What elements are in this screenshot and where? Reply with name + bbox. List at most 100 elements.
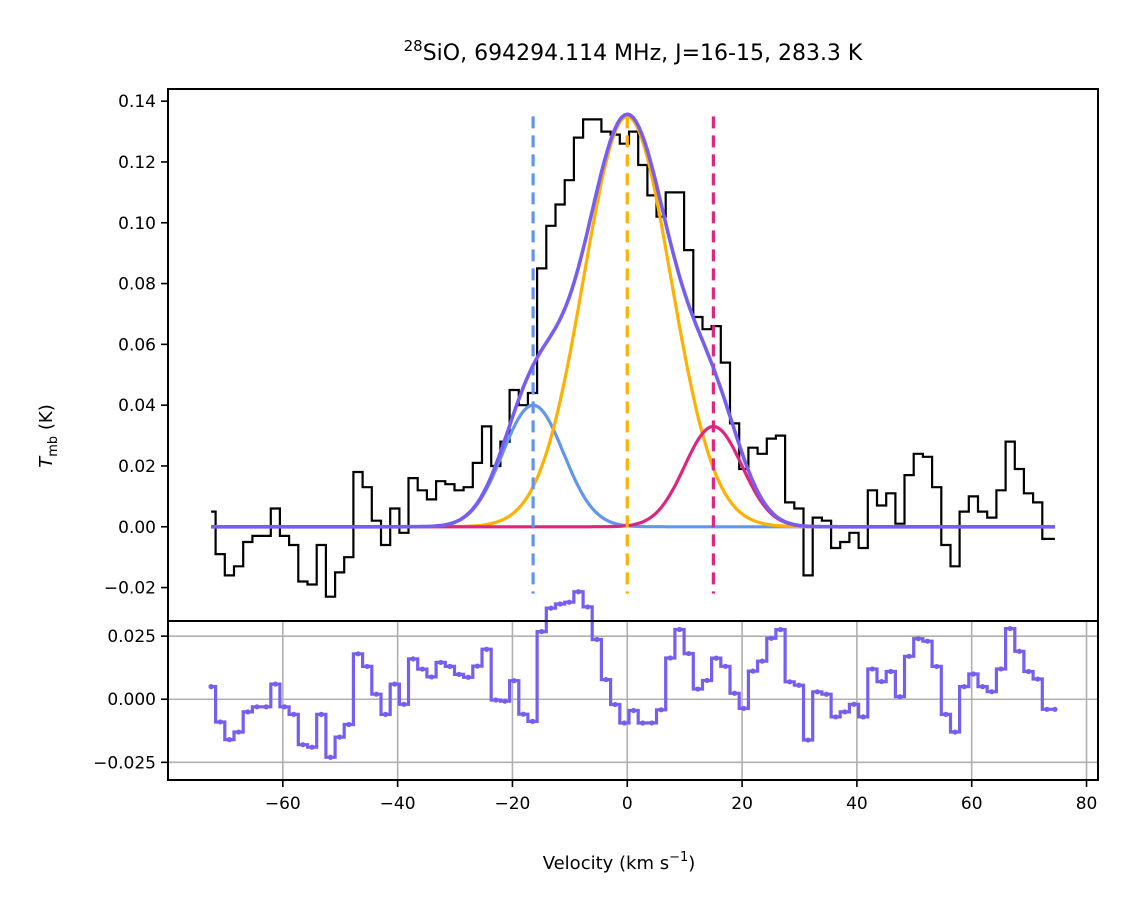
- x-tick-label: 20: [731, 794, 753, 814]
- residual-point: [897, 694, 903, 700]
- residual-point: [245, 709, 251, 715]
- residual-point: [630, 707, 637, 714]
- residual-point: [915, 636, 921, 642]
- residual-point: [373, 691, 379, 697]
- residual-point: [419, 666, 425, 672]
- residual-point: [612, 701, 618, 708]
- y-tick-label: 0.025: [107, 627, 156, 647]
- residual-point: [1035, 676, 1041, 682]
- chart-title: 28SiO, 694294.114 MHz, J=16-15, 283.3 K: [404, 37, 863, 66]
- residual-point: [493, 697, 499, 703]
- residual-point: [254, 704, 260, 710]
- residual-point: [805, 737, 811, 743]
- residual-point: [649, 720, 655, 726]
- residual-point: [575, 589, 582, 595]
- total-fit-curve: [211, 112, 1055, 529]
- residual-panel: −0.025 0.000 0.025 −60 −40 −20 0 20 40 60 80: [93, 589, 1099, 814]
- residual-point: [208, 684, 214, 690]
- residual-point: [474, 663, 481, 669]
- y-tick-label: 0.04: [118, 396, 156, 416]
- residual-point: [447, 663, 453, 669]
- residual-point: [667, 655, 673, 661]
- component-blue-curve: [211, 403, 1055, 529]
- residual-point: [337, 734, 343, 740]
- residual-point: [438, 659, 444, 666]
- residual-point: [603, 676, 609, 683]
- residual-point: [759, 658, 765, 664]
- y-tick-label: 0.10: [118, 214, 156, 234]
- y-tick-label: 0.000: [107, 690, 156, 710]
- residual-point: [291, 711, 297, 717]
- residual-point: [382, 711, 389, 717]
- residual-point: [888, 668, 894, 675]
- residual-point: [851, 701, 857, 707]
- x-axis-label: Velocity (km s−1): [543, 850, 696, 874]
- residual-point: [511, 678, 517, 684]
- title-isotope-superscript: 28: [404, 37, 423, 55]
- residual-point: [943, 711, 949, 717]
- residual-point: [823, 691, 830, 697]
- y-tick-label: 0.00: [118, 518, 156, 538]
- residual-point: [566, 599, 572, 605]
- residual-point: [346, 721, 352, 728]
- residual-point: [842, 709, 848, 715]
- y-tick-label: 0.06: [118, 335, 156, 355]
- spectrum-panel: −0.02 0.00 0.02 0.04 0.06 0.08 0.10 0.12 0.14: [104, 88, 1099, 622]
- residual-point: [364, 663, 370, 670]
- residual-point: [741, 705, 747, 711]
- x-tick-label: 60: [961, 794, 983, 814]
- residual-point: [658, 707, 664, 713]
- y-tick-label: 0.08: [118, 275, 156, 295]
- x-tick-label: −20: [494, 794, 530, 814]
- residual-point: [529, 718, 536, 725]
- residual-point: [1025, 668, 1032, 675]
- residual-point: [833, 714, 839, 720]
- residual-point: [750, 668, 756, 674]
- residual-point: [878, 678, 885, 685]
- residual-point: [998, 666, 1004, 672]
- residual-point: [236, 729, 242, 735]
- residual-point: [768, 635, 774, 641]
- x-tick-label: 80: [1076, 794, 1098, 814]
- bottom-axes-frame: [167, 620, 1099, 781]
- residual-point: [557, 601, 563, 607]
- residual-point: [952, 729, 958, 735]
- x-tick-label: −60: [265, 794, 301, 814]
- residual-point: [722, 663, 729, 669]
- residual-point: [860, 714, 866, 720]
- residual-point: [732, 690, 738, 696]
- residual-point: [1007, 625, 1013, 632]
- residual-point: [961, 684, 967, 690]
- residual-point: [217, 719, 223, 725]
- residual-point: [309, 744, 315, 750]
- residual-point: [640, 720, 646, 726]
- residual-point: [300, 742, 306, 748]
- y-tick-label: 0.02: [118, 457, 156, 477]
- x-tick-label: −40: [380, 794, 416, 814]
- residual-point: [465, 674, 471, 680]
- residual-point: [355, 651, 361, 657]
- residual-point: [869, 666, 875, 672]
- residual-point: [695, 686, 701, 692]
- residual-point: [970, 671, 977, 677]
- x-label-suffix: ): [688, 853, 695, 874]
- y-label-subscript: mb: [46, 436, 61, 457]
- residual-point: [924, 638, 931, 644]
- residual-point: [410, 656, 416, 662]
- y-tick-label: −0.025: [93, 753, 156, 773]
- residual-point: [327, 754, 334, 760]
- residual-point: [686, 650, 692, 657]
- residual-point: [1016, 648, 1022, 654]
- x-label-superscript: −1: [669, 850, 688, 865]
- residual-point: [989, 689, 995, 695]
- residual-point: [281, 704, 288, 710]
- residual-point: [787, 679, 793, 685]
- y-tick-label: 0.12: [118, 153, 156, 173]
- residual-point: [539, 628, 545, 635]
- residual-point: [585, 604, 591, 610]
- residual-point: [263, 704, 269, 710]
- component-orange-curve: [211, 114, 1055, 529]
- residual-point: [934, 663, 940, 670]
- x-tick-label: 0: [622, 794, 633, 814]
